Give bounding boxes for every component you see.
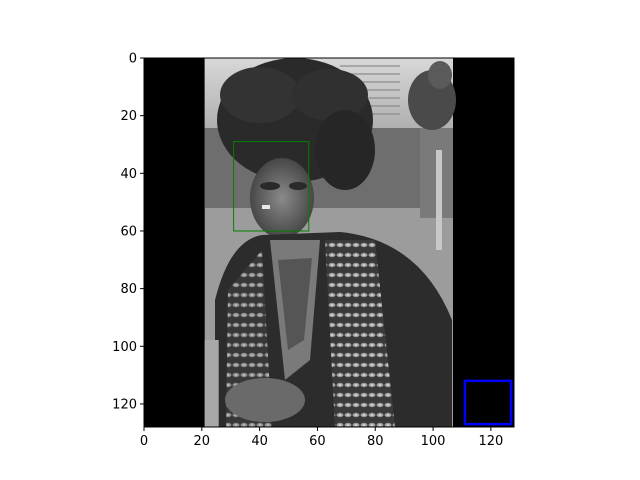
y-tick-label-1: 20 <box>120 109 137 124</box>
x-tick-label-3: 60 <box>309 434 326 449</box>
blue-box <box>463 379 513 426</box>
x-tick-label-6: 120 <box>478 434 503 449</box>
x-tick-label-1: 20 <box>194 434 211 449</box>
x-tick-label-5: 100 <box>421 434 446 449</box>
x-tick-label-2: 40 <box>251 434 268 449</box>
photo-image <box>204 58 456 427</box>
x-tick-label-4: 80 <box>367 434 384 449</box>
y-tick-label-5: 100 <box>112 340 137 355</box>
y-tick-label-2: 40 <box>120 167 137 182</box>
y-axis: 0 20 40 60 80 100 120 <box>112 52 144 412</box>
axes <box>143 57 515 428</box>
y-tick-label-0: 0 <box>129 52 137 67</box>
y-tick-label-3: 60 <box>120 224 137 239</box>
x-axis: 0 20 40 60 80 100 120 <box>140 427 503 449</box>
axes-frame <box>143 57 515 428</box>
y-tick-label-4: 80 <box>120 282 137 297</box>
y-tick-label-6: 120 <box>112 397 137 412</box>
face-box <box>233 141 310 232</box>
x-tick-label-0: 0 <box>140 434 148 449</box>
